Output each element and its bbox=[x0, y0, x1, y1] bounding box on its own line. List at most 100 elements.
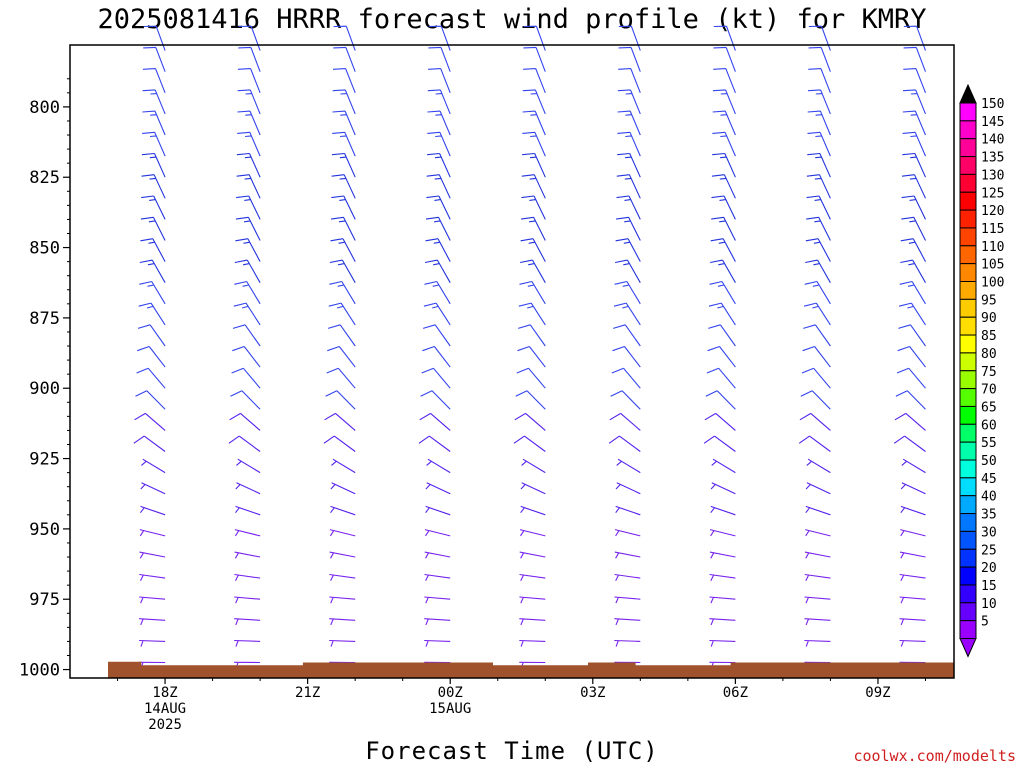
wind-barb bbox=[142, 110, 166, 136]
wind-barb bbox=[143, 25, 166, 51]
wind-barb bbox=[519, 639, 546, 647]
wind-barb bbox=[325, 390, 356, 410]
wind-barb bbox=[427, 110, 451, 136]
wind-barb bbox=[424, 639, 451, 647]
wind-barb bbox=[711, 458, 736, 474]
wind-barb bbox=[707, 345, 736, 368]
wind-barb bbox=[134, 412, 166, 431]
colorbar-swatch bbox=[959, 548, 977, 568]
wind-barb bbox=[806, 216, 831, 241]
wind-barbs-layer bbox=[133, 25, 927, 669]
wind-barb bbox=[517, 345, 546, 368]
colorbar-swatch bbox=[959, 388, 977, 407]
wind-barb bbox=[521, 216, 546, 241]
wind-barb bbox=[329, 573, 356, 581]
terrain-layer bbox=[108, 661, 954, 678]
colorbar-swatch bbox=[959, 334, 977, 354]
colorbar-swatch bbox=[959, 620, 977, 640]
wind-barb bbox=[236, 195, 261, 220]
wind-barb bbox=[520, 505, 546, 516]
terrain-surface bbox=[108, 661, 954, 678]
wind-barb bbox=[328, 302, 356, 326]
wind-barb bbox=[425, 238, 451, 262]
wind-barb bbox=[522, 110, 546, 136]
colorbar-top-arrow bbox=[959, 83, 977, 104]
colorbar-swatch bbox=[959, 173, 977, 193]
colorbar-label: 35 bbox=[981, 508, 997, 523]
y-tick-label: 800 bbox=[29, 98, 60, 118]
colorbar-swatch bbox=[959, 281, 977, 300]
wind-barb bbox=[519, 529, 546, 537]
y-tick-label: 950 bbox=[29, 520, 60, 540]
wind-barb bbox=[800, 390, 831, 410]
chart-title: 2025081416 HRRR forecast wind profile (k… bbox=[97, 4, 926, 35]
x-tick-label: 14AUG bbox=[144, 701, 186, 717]
wind-barb bbox=[234, 280, 261, 305]
wind-barb bbox=[616, 174, 641, 199]
wind-barb bbox=[141, 195, 166, 220]
colorbar-swatch bbox=[959, 602, 977, 622]
wind-barb bbox=[330, 238, 356, 262]
wind-barb bbox=[237, 89, 261, 115]
speed-colorbar: 1501451401351301251201151101051009590858… bbox=[959, 83, 1004, 658]
wind-barb bbox=[805, 529, 831, 537]
wind-barb bbox=[141, 174, 166, 199]
wind-barb bbox=[521, 195, 546, 220]
wind-barb bbox=[805, 482, 831, 495]
wind-barb bbox=[614, 529, 641, 537]
wind-barb bbox=[234, 551, 261, 559]
wind-barb bbox=[427, 131, 451, 157]
colorbar-swatch bbox=[959, 352, 977, 372]
wind-barb bbox=[427, 152, 451, 178]
wind-barb bbox=[139, 259, 166, 283]
wind-barb bbox=[616, 216, 641, 241]
wind-barb bbox=[514, 412, 546, 431]
y-axis: 800 825 850 875 900 925 950 975 1000 bbox=[19, 78, 70, 681]
wind-barb bbox=[332, 131, 356, 157]
wind-barb bbox=[330, 216, 356, 241]
wind-barb bbox=[234, 529, 261, 537]
wind-barb bbox=[331, 458, 356, 474]
colorbar-label: 60 bbox=[981, 418, 997, 433]
x-tick-label: 2025 bbox=[148, 717, 182, 733]
wind-barb bbox=[710, 238, 736, 262]
x-tick-label: 21Z bbox=[295, 685, 320, 701]
wind-barb bbox=[136, 367, 166, 389]
wind-barb bbox=[142, 68, 166, 94]
colorbar-label: 10 bbox=[981, 597, 997, 612]
wind-barb bbox=[139, 639, 166, 647]
wind-barb bbox=[523, 46, 546, 72]
wind-barb bbox=[897, 345, 926, 368]
x-tick-label: 09Z bbox=[865, 685, 890, 701]
wind-barb bbox=[238, 46, 261, 72]
colorbar-label: 135 bbox=[981, 151, 1004, 166]
wind-barb bbox=[329, 529, 356, 537]
wind-barb bbox=[804, 280, 831, 305]
wind-barb bbox=[900, 238, 926, 262]
wind-barb bbox=[518, 324, 546, 347]
wind-barb bbox=[617, 110, 641, 136]
colorbar-label: 145 bbox=[981, 115, 1004, 130]
wind-barb bbox=[900, 259, 926, 283]
wind-barb bbox=[424, 280, 451, 305]
wind-barb bbox=[235, 482, 261, 495]
wind-barb bbox=[236, 458, 261, 474]
wind-barb bbox=[329, 596, 356, 604]
wind-barb bbox=[423, 302, 451, 326]
wind-barb bbox=[426, 195, 451, 220]
colorbar-swatch bbox=[959, 227, 977, 247]
wind-barb bbox=[323, 435, 356, 452]
wind-barb bbox=[618, 25, 641, 51]
wind-barb bbox=[331, 195, 356, 220]
wind-barb bbox=[141, 152, 166, 178]
wind-barb bbox=[617, 89, 641, 115]
wind-barb bbox=[804, 618, 831, 626]
wind-barb bbox=[614, 618, 641, 626]
wind-barb bbox=[899, 618, 926, 626]
wind-barb bbox=[902, 89, 927, 115]
y-tick-label: 850 bbox=[29, 239, 60, 259]
colorbar-swatch bbox=[959, 477, 977, 497]
wind-barb bbox=[519, 573, 546, 581]
colorbar-label: 55 bbox=[981, 436, 997, 451]
wind-barb bbox=[713, 46, 736, 72]
